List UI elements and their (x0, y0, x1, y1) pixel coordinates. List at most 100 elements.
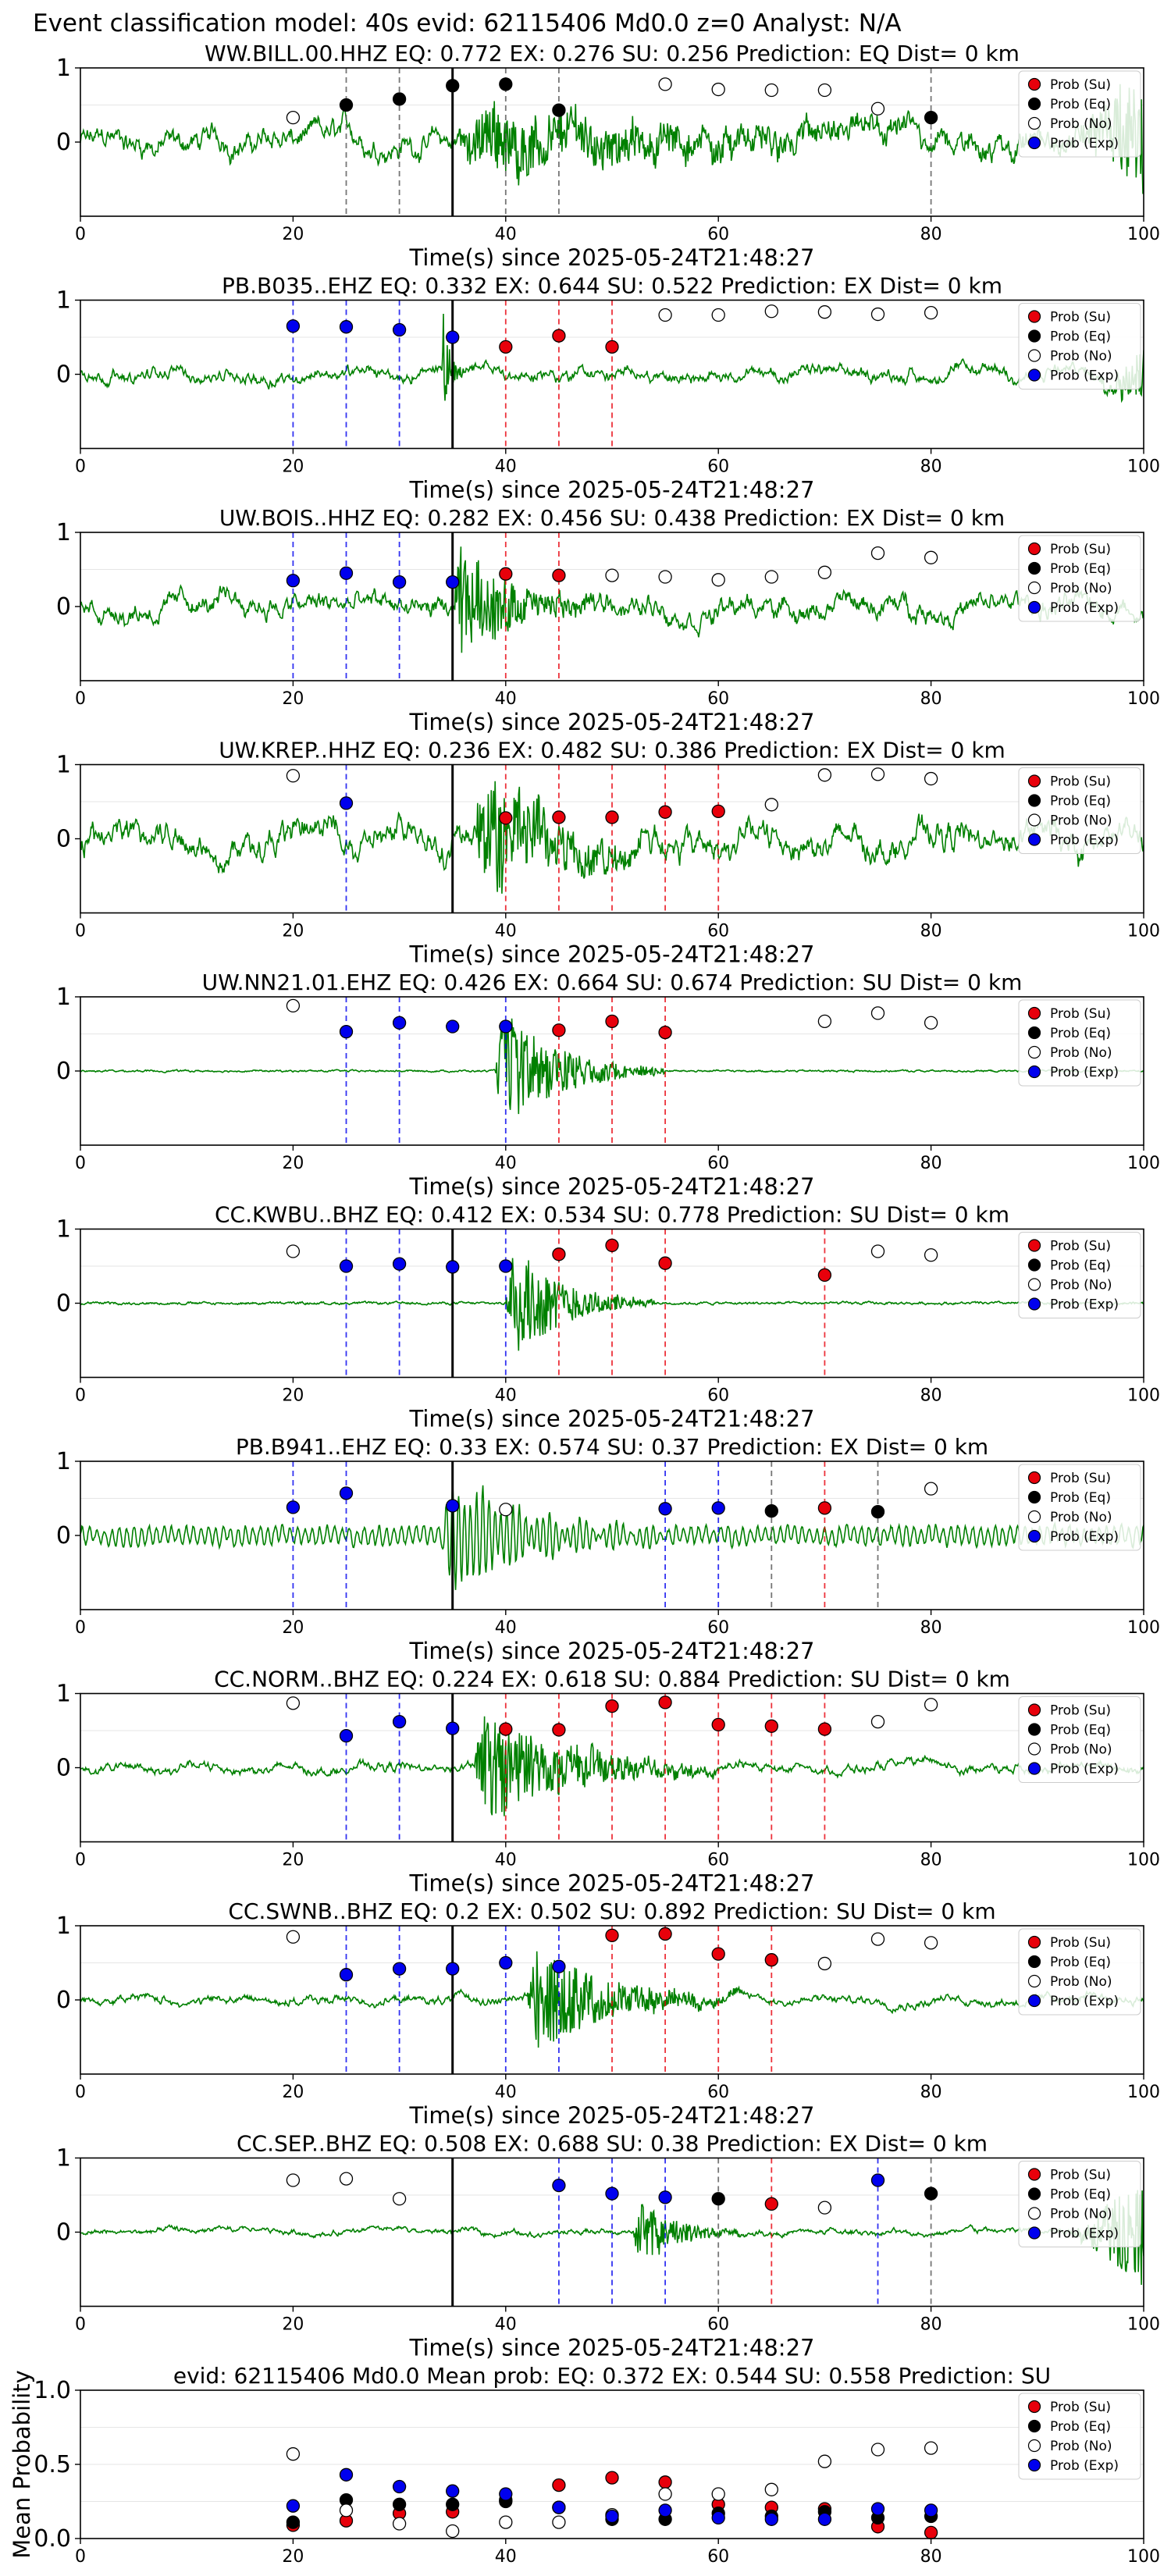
x-tick-label: 20 (282, 922, 304, 941)
legend-marker-eq (1027, 2187, 1041, 2201)
legend-marker-su (1027, 1935, 1041, 1949)
x-tick-label: 80 (920, 1618, 942, 1638)
x-tick-label: 100 (1127, 2315, 1160, 2335)
legend-marker-su (1027, 2168, 1041, 2181)
legend-label: Prob (Exp) (1050, 136, 1119, 151)
marker-exp (339, 1486, 354, 1500)
legend-marker-exp (1027, 1297, 1041, 1311)
panel-2: UW.BOIS..HHZ EQ: 0.282 EX: 0.456 SU: 0.4… (56, 505, 1160, 735)
x-tick-label: 100 (1127, 2083, 1160, 2102)
legend-marker-no (1027, 581, 1041, 595)
legend-marker-no (1027, 2207, 1041, 2220)
x-tick-label: 0 (75, 457, 86, 477)
x-axis-label: Time(s) since 2025-05-24T21:48:27 (409, 2335, 815, 2361)
marker-su (499, 1722, 513, 1736)
marker-exp (286, 1500, 301, 1514)
x-tick-label: 60 (707, 2083, 729, 2102)
x-tick-label: 80 (920, 457, 942, 477)
marker-su (605, 2471, 619, 2485)
marker-su (764, 1953, 778, 1967)
x-tick-label: 40 (495, 2315, 517, 2335)
legend: Prob (Su) Prob (Eq) Prob (No) Prob (Exp) (1018, 2161, 1141, 2247)
legend-label: Prob (No) (1050, 1742, 1112, 1758)
x-tick-label: 40 (495, 922, 517, 941)
marker-no (924, 1016, 938, 1030)
plot-area (80, 2158, 1144, 2307)
marker-no (286, 2447, 301, 2461)
marker-no (817, 1014, 832, 1028)
marker-exp (658, 2503, 672, 2517)
marker-su (552, 568, 566, 582)
marker-no (286, 1930, 301, 1944)
marker-exp (605, 2186, 619, 2201)
legend-marker-su (1027, 1471, 1041, 1485)
marker-exp (870, 2502, 885, 2516)
legend-box (1018, 1928, 1141, 2016)
x-tick-label: 40 (495, 2547, 517, 2567)
marker-eq (392, 2497, 407, 2511)
x-tick-label: 0 (75, 1386, 86, 1406)
legend-marker-exp (1027, 1065, 1041, 1079)
marker-exp (339, 2467, 354, 2482)
x-axis-label: Time(s) since 2025-05-24T21:48:27 (409, 477, 815, 503)
marker-exp (764, 2512, 778, 2526)
marker-no (658, 570, 672, 584)
legend-marker-su (1027, 77, 1041, 91)
marker-su (711, 1717, 725, 1732)
plot-area (80, 764, 1144, 913)
legend-marker-exp (1027, 1529, 1041, 1543)
y-tick-label: 1 (56, 1216, 71, 1244)
marker-exp (339, 1025, 354, 1039)
legend-marker-no (1027, 1974, 1041, 1988)
x-tick-label: 60 (707, 457, 729, 477)
marker-su (605, 340, 619, 354)
marker-no (658, 77, 672, 91)
marker-eq (924, 2186, 938, 2201)
legend-box (1018, 1232, 1141, 1318)
legend-box (1018, 535, 1141, 622)
x-tick-label: 60 (707, 2315, 729, 2335)
marker-no (817, 305, 832, 319)
x-tick-label: 60 (707, 225, 729, 244)
marker-su (817, 1268, 832, 1283)
panel-6: PB.B941..EHZ EQ: 0.33 EX: 0.574 SU: 0.37… (56, 1434, 1160, 1664)
legend-marker-no (1027, 349, 1041, 362)
panel-7: CC.NORM..BHZ EQ: 0.224 EX: 0.618 SU: 0.8… (56, 1667, 1160, 1897)
panel-title: UW.KREP..HHZ EQ: 0.236 EX: 0.482 SU: 0.3… (219, 738, 1005, 763)
marker-exp (446, 2484, 460, 2498)
marker-no (552, 2515, 566, 2529)
x-axis-label: Time(s) since 2025-05-24T21:48:27 (409, 1638, 815, 1664)
legend-marker-eq (1027, 1258, 1041, 1272)
legend-marker-no (1027, 1742, 1041, 1756)
legend-box (1018, 999, 1141, 1087)
marker-exp (924, 2503, 938, 2517)
legend-label: Prob (Su) (1050, 310, 1111, 326)
marker-no (924, 1248, 938, 1262)
x-tick-label: 100 (1127, 1386, 1160, 1406)
legend-label: Prob (Eq) (1050, 794, 1111, 809)
marker-eq (711, 2192, 725, 2206)
marker-su (552, 1247, 566, 1261)
waveform-trace (80, 2190, 1144, 2286)
marker-no (817, 83, 832, 98)
marker-no (392, 2192, 407, 2206)
x-tick-label: 0 (75, 922, 86, 941)
legend-label: Prob (Eq) (1050, 2187, 1111, 2203)
marker-su (499, 567, 513, 581)
x-tick-label: 60 (707, 2547, 729, 2567)
marker-no (764, 304, 778, 318)
legend-marker-exp (1027, 2226, 1041, 2240)
marker-su (924, 2525, 938, 2540)
marker-exp (339, 1259, 354, 1273)
legend-label: Prob (Su) (1050, 774, 1111, 790)
y-tick-label: 1 (56, 1448, 71, 1475)
waveform-trace (80, 781, 1144, 894)
legend-box (1018, 303, 1141, 390)
marker-no (817, 2201, 832, 2215)
legend-box (1018, 70, 1141, 158)
marker-eq (764, 1504, 778, 1518)
x-tick-label: 80 (920, 922, 942, 941)
legend-label: Prob (No) (1050, 2207, 1112, 2222)
marker-exp (286, 2499, 301, 2513)
